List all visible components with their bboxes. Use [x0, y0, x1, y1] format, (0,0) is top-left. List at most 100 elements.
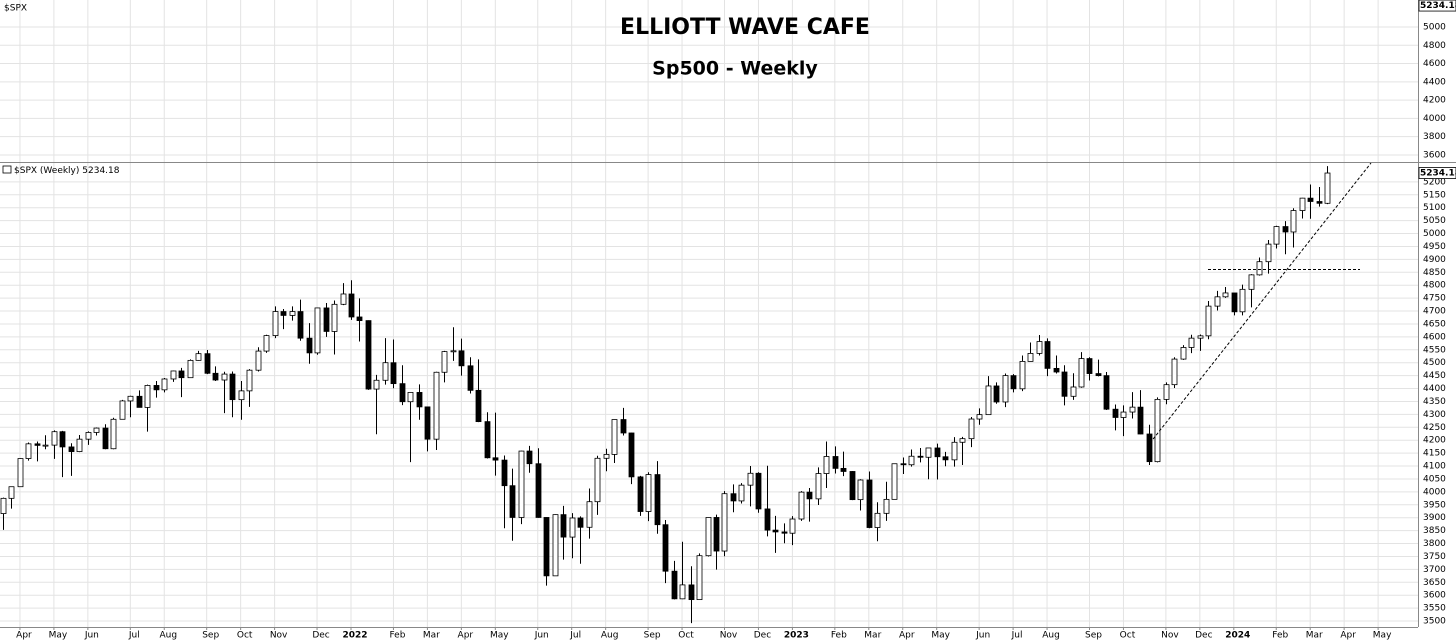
- candle-body: [1205, 305, 1212, 337]
- candle-body: [416, 392, 423, 408]
- candle-body: [730, 493, 737, 502]
- candle-body: [1095, 373, 1102, 377]
- y-tick-label: 3650: [1423, 578, 1446, 588]
- x-tick-label: Oct: [1120, 631, 1136, 641]
- candle-body: [102, 427, 109, 450]
- y-tick-label: 4650: [1423, 319, 1446, 329]
- top-y-tick-label: 4000: [1423, 114, 1446, 124]
- candle-body: [25, 443, 32, 459]
- candle-body: [628, 432, 635, 478]
- candle-body: [849, 471, 856, 501]
- candle-body: [178, 370, 185, 379]
- candle-body: [874, 512, 881, 528]
- candle-body: [1086, 358, 1093, 374]
- candle-body: [518, 450, 525, 518]
- grid: [0, 0, 1418, 627]
- candle-body: [1019, 361, 1026, 390]
- candle-body: [59, 431, 66, 448]
- y-tick-label: 4500: [1423, 358, 1446, 368]
- candle-body: [840, 467, 847, 472]
- candle-body: [637, 476, 644, 512]
- top-y-tick-label: 3600: [1423, 150, 1446, 160]
- x-tick-label: Sep: [202, 631, 219, 641]
- candle-body: [467, 365, 474, 391]
- candle-body: [76, 438, 83, 452]
- candle-body: [1078, 358, 1085, 388]
- candle-body: [34, 443, 41, 446]
- y-tick-label: 3500: [1423, 617, 1446, 627]
- y-tick-label: 3550: [1423, 604, 1446, 614]
- y-tick-label: 5150: [1423, 190, 1446, 200]
- candle-body: [1290, 210, 1297, 233]
- candle-body: [93, 427, 100, 433]
- candle-body: [1188, 337, 1195, 348]
- candle-body: [382, 362, 389, 381]
- y-tick-label: 4250: [1423, 423, 1446, 433]
- candle-body: [815, 473, 822, 500]
- candle-body: [1044, 341, 1051, 369]
- candle-body: [433, 371, 440, 440]
- top-y-tick-label: 4400: [1423, 77, 1446, 87]
- candle-body: [1239, 288, 1246, 313]
- candle-body: [942, 456, 949, 461]
- candle-body: [968, 418, 975, 440]
- candle-body: [1299, 197, 1306, 211]
- y-tick-label: 4450: [1423, 371, 1446, 381]
- candle-body: [127, 395, 134, 402]
- trend-line: [1149, 162, 1372, 444]
- candle-body: [297, 311, 304, 339]
- candle-body: [620, 419, 627, 434]
- candle-body: [509, 485, 516, 518]
- candle-body: [688, 584, 695, 601]
- candle-body: [458, 350, 465, 367]
- x-tick-label: May: [1373, 631, 1392, 641]
- y-tick-label: 4750: [1423, 294, 1446, 304]
- y-tick-label: 4800: [1423, 281, 1446, 291]
- candle-body: [594, 457, 601, 503]
- candle-body: [475, 389, 482, 423]
- candle-body: [119, 400, 126, 420]
- candle-body: [569, 517, 576, 538]
- candle-body: [1137, 406, 1144, 435]
- candle-body: [1070, 386, 1077, 397]
- candles: [0, 166, 1331, 624]
- y-tick-label: 3950: [1423, 500, 1446, 510]
- top-y-tick-label: 3800: [1423, 132, 1446, 142]
- candle-body: [365, 320, 372, 390]
- candle-body: [1061, 371, 1068, 397]
- x-tick-label: Aug: [601, 631, 619, 641]
- candle-body: [399, 383, 406, 403]
- candle-body: [552, 514, 559, 577]
- x-tick-label: Jun: [84, 631, 99, 641]
- candle-body: [204, 353, 211, 374]
- top-y-tick-label: 5000: [1423, 22, 1446, 32]
- candle-body: [857, 479, 864, 501]
- candle-body: [671, 570, 678, 600]
- candle-body: [789, 518, 796, 534]
- candle-body: [654, 474, 661, 526]
- x-tick-label: Nov: [720, 631, 738, 641]
- candle-body: [1027, 353, 1034, 362]
- candle-body: [959, 438, 966, 443]
- candle-body: [1282, 226, 1289, 233]
- y-tick-label: 3600: [1423, 591, 1446, 601]
- candle-body: [280, 311, 287, 316]
- x-tick-label: 2022: [342, 631, 367, 641]
- candle-body: [331, 303, 338, 332]
- candle-body: [764, 508, 771, 531]
- candle-body: [1214, 296, 1221, 307]
- top-y-tick-label: 4800: [1423, 41, 1446, 51]
- candle-body: [484, 421, 491, 459]
- y-tick-label: 5050: [1423, 216, 1446, 226]
- candle-body: [17, 458, 24, 488]
- candle-body: [662, 524, 669, 572]
- x-tick-label: 2024: [1225, 631, 1250, 641]
- candle-body: [738, 484, 745, 502]
- x-tick-label: May: [49, 631, 68, 641]
- y-tick-label: 3850: [1423, 526, 1446, 536]
- candle-body: [373, 379, 380, 390]
- candle-body: [255, 350, 262, 371]
- candle-body: [441, 351, 448, 373]
